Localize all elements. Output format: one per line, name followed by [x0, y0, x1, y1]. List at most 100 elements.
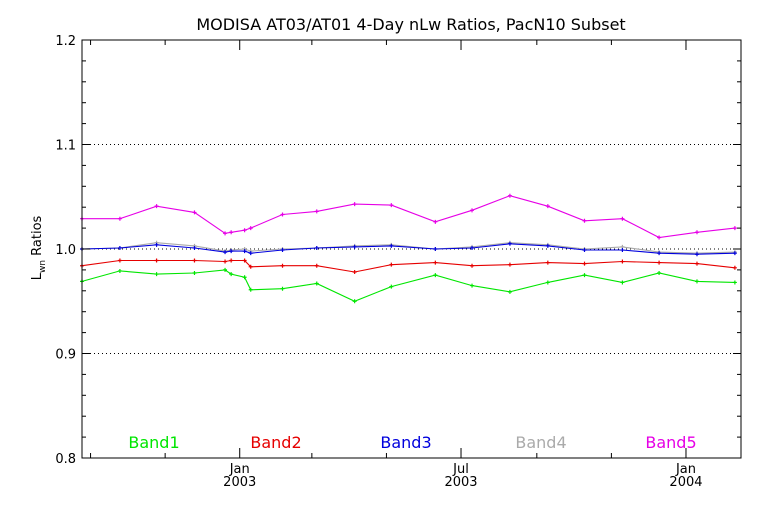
data-point-band5 — [582, 218, 587, 223]
data-point-band2 — [389, 262, 394, 267]
legend-band1: Band1 — [128, 433, 179, 452]
y-tick-label: 1.1 — [55, 139, 76, 154]
data-point-band2 — [192, 258, 197, 263]
data-point-band3 — [229, 249, 234, 254]
data-point-band5 — [248, 226, 253, 231]
data-point-band5 — [433, 219, 438, 224]
data-point-band1 — [545, 280, 550, 285]
x-tick-year-label: 2004 — [669, 475, 702, 490]
data-point-band3 — [389, 243, 394, 248]
data-point-band3 — [242, 249, 247, 254]
data-point-band3 — [314, 245, 319, 250]
data-point-band2 — [694, 261, 699, 266]
data-point-band1 — [433, 273, 438, 278]
data-point-band5 — [223, 231, 228, 236]
legend: Band1 Band2 Band3 Band4 Band5 — [128, 433, 696, 452]
data-point-band3 — [154, 242, 159, 247]
legend-band5: Band5 — [645, 433, 696, 452]
x-tick-year-label: 2003 — [444, 475, 477, 490]
data-point-band2 — [732, 265, 737, 270]
data-point-band2 — [229, 258, 234, 263]
data-point-band5 — [352, 202, 357, 207]
data-point-band1 — [352, 299, 357, 304]
data-point-band3 — [732, 251, 737, 256]
chart-title: MODISA AT03/AT01 4-Day nLw Ratios, PacN1… — [196, 15, 625, 34]
legend-band4: Band4 — [515, 433, 566, 452]
y-tick-label: 1.2 — [55, 34, 76, 49]
data-point-band2 — [280, 263, 285, 268]
data-point-band5 — [154, 204, 159, 209]
data-point-band5 — [470, 208, 475, 213]
data-point-band5 — [192, 210, 197, 215]
legend-band3: Band3 — [380, 433, 431, 452]
data-point-band2 — [582, 261, 587, 266]
data-point-band2 — [223, 259, 228, 264]
data-point-band2 — [352, 269, 357, 274]
legend-band2: Band2 — [250, 433, 301, 452]
data-point-band2 — [314, 263, 319, 268]
data-point-band5 — [657, 235, 662, 240]
data-point-band3 — [280, 248, 285, 253]
data-point-band5 — [389, 203, 394, 208]
y-axis-label-main: L — [30, 272, 45, 280]
data-point-band1 — [732, 280, 737, 285]
data-point-band3 — [694, 252, 699, 257]
data-point-band1 — [229, 272, 234, 277]
data-point-band5 — [732, 226, 737, 231]
data-point-band1 — [248, 287, 253, 292]
data-point-band5 — [280, 212, 285, 217]
data-point-band1 — [154, 272, 159, 277]
y-tick-label: 0.8 — [55, 452, 76, 467]
y-axis-label-rest: Ratios — [30, 215, 45, 260]
data-point-band5 — [242, 228, 247, 233]
x-tick-month-label: Jul — [452, 462, 469, 477]
data-point-band2 — [248, 264, 253, 269]
data-point-band1 — [242, 275, 247, 280]
data-point-band1 — [280, 286, 285, 291]
data-point-band3 — [117, 245, 122, 250]
data-point-band5 — [314, 209, 319, 214]
data-point-band3 — [507, 241, 512, 246]
data-point-band1 — [507, 289, 512, 294]
data-point-band1 — [694, 279, 699, 284]
data-point-band3 — [192, 245, 197, 250]
data-point-band2 — [433, 260, 438, 265]
data-point-band1 — [389, 284, 394, 289]
x-tick-month-label: Jan — [675, 462, 696, 477]
data-point-band1 — [620, 280, 625, 285]
series-band3 — [80, 241, 737, 257]
data-point-band2 — [657, 260, 662, 265]
data-point-band1 — [582, 273, 587, 278]
x-tick-month-label: Jan — [229, 462, 250, 477]
y-axis-label: Lwn Ratios — [30, 215, 48, 280]
data-point-band5 — [117, 216, 122, 221]
data-point-band2 — [117, 258, 122, 263]
data-point-band5 — [620, 216, 625, 221]
data-point-band2 — [620, 259, 625, 264]
data-point-band3 — [620, 248, 625, 253]
x-tick-year-label: 2003 — [223, 475, 256, 490]
data-point-band3 — [582, 248, 587, 253]
series-band2 — [80, 258, 737, 274]
data-point-band5 — [694, 230, 699, 235]
data-point-band1 — [314, 281, 319, 286]
data-point-band5 — [545, 204, 550, 209]
data-point-band1 — [192, 271, 197, 276]
data-point-band3 — [657, 251, 662, 256]
data-point-band3 — [248, 251, 253, 256]
data-point-band1 — [657, 271, 662, 276]
data-point-band3 — [352, 244, 357, 249]
data-point-band2 — [545, 260, 550, 265]
y-axis-label-subscript: wn — [38, 260, 48, 273]
y-tick-label: 1.0 — [55, 243, 76, 258]
data-point-band2 — [154, 258, 159, 263]
data-point-band3 — [470, 245, 475, 250]
y-tick-label: 0.9 — [55, 348, 76, 363]
data-point-band2 — [242, 258, 247, 263]
series-layer — [80, 193, 741, 304]
data-point-band1 — [117, 268, 122, 273]
data-point-band3 — [545, 243, 550, 248]
data-point-band1 — [470, 283, 475, 288]
